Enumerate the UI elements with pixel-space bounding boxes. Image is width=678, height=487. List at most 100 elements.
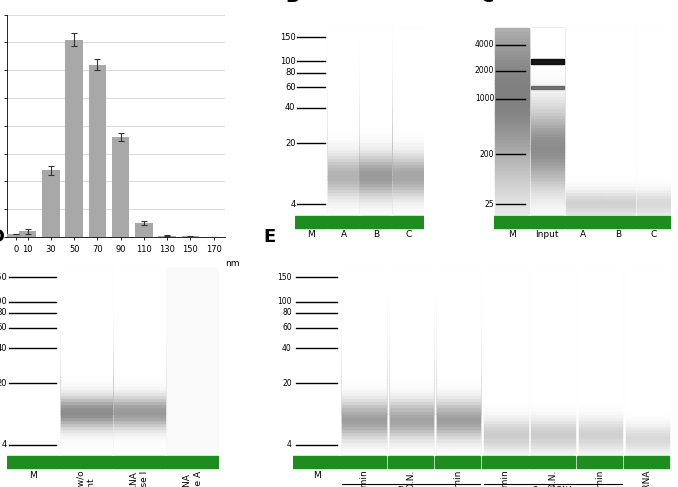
Text: Input small RNA: Input small RNA [643,470,652,487]
Bar [578,324,622,327]
Bar [390,299,433,302]
Bar [167,342,218,346]
Bar [393,207,424,210]
Bar [328,130,359,133]
Bar [61,327,112,330]
Bar [390,426,433,429]
Bar [601,62,635,65]
Bar [578,423,622,426]
Bar [61,268,112,454]
Bar [495,149,529,152]
Bar [637,201,671,205]
Bar [601,43,635,47]
Bar [393,192,424,195]
Bar [167,367,218,370]
Bar [531,173,564,176]
Bar [61,429,112,432]
Bar [531,77,564,80]
Bar [361,40,391,43]
Bar [484,358,527,361]
Bar [437,398,480,401]
Bar [495,87,529,90]
Bar [390,445,433,448]
Bar [532,423,575,426]
Bar [61,327,112,330]
Bar [390,281,433,283]
Bar [531,170,564,173]
Bar [532,373,575,376]
Bar [361,62,391,65]
Bar [167,333,218,337]
Bar [566,195,599,198]
Bar [390,367,433,370]
Bar [390,432,433,435]
Bar [531,90,564,93]
Bar [393,77,424,80]
Bar [532,286,575,290]
Bar [437,401,480,404]
Bar [328,167,359,170]
Bar [626,348,669,352]
Bar [531,207,564,210]
Bar [390,308,433,312]
Bar [484,268,527,454]
Bar [61,420,112,423]
Bar [578,302,622,305]
Bar [328,188,359,192]
Bar [531,102,564,105]
Bar [61,379,112,383]
Bar [495,173,529,176]
Bar [637,188,671,192]
Bar [637,108,671,112]
Bar [532,420,575,423]
Text: C: C [405,230,412,240]
Bar [495,176,529,180]
Bar [114,320,165,324]
Bar [495,155,529,158]
Bar [390,379,433,383]
Bar [437,268,480,454]
Bar [626,290,669,293]
Bar [328,80,359,84]
Bar [342,339,386,342]
Bar [626,330,669,333]
Bar [361,53,391,56]
Bar [361,173,391,176]
Bar [390,376,433,379]
Bar [361,34,391,37]
Bar [328,46,359,50]
Bar [390,336,433,339]
Bar [437,296,480,299]
Bar [437,318,480,321]
Bar [484,450,527,454]
Bar [437,336,480,339]
Bar [495,164,529,167]
Bar [531,96,564,99]
Bar [114,389,165,392]
Bar [114,290,165,293]
Bar [361,173,391,176]
Bar [531,155,564,158]
Bar [361,176,391,180]
Bar [342,324,386,327]
Bar [390,416,433,420]
Bar [601,164,635,167]
Bar [578,392,622,395]
Bar [531,99,564,102]
Bar [393,87,424,90]
Bar [531,56,564,59]
Bar [114,395,165,398]
Bar [626,370,669,374]
Bar [637,151,671,155]
Bar [566,124,599,127]
Bar [167,293,218,296]
Bar [361,31,391,34]
Bar [531,62,564,65]
Bar [328,127,359,130]
Bar [328,198,359,201]
Bar [361,170,391,173]
Bar [531,53,564,56]
Bar [626,352,669,355]
Bar [361,83,391,87]
Bar [114,348,165,352]
